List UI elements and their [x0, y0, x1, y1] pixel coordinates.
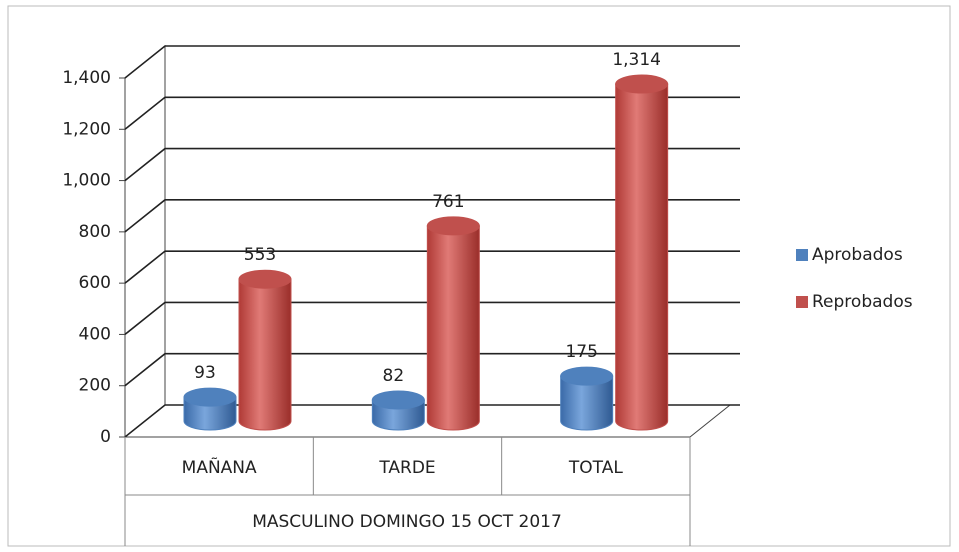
y-tick-label: 1,000 [62, 171, 111, 191]
y-tick-label: 800 [79, 222, 111, 242]
cylinder-top [615, 74, 669, 94]
grid-line [124, 147, 740, 182]
cylinder-top [183, 387, 237, 407]
cylinder [183, 387, 237, 431]
y-tick-label: 200 [79, 376, 111, 396]
grid-line [124, 45, 740, 79]
grid-line [124, 404, 740, 438]
legend-swatch [796, 296, 808, 308]
cylinder [238, 269, 292, 431]
data-label: 1,314 [612, 50, 661, 70]
cylinder-top [560, 366, 614, 386]
cylinder-top [238, 269, 292, 289]
bar [615, 83, 669, 431]
cylinder [371, 390, 425, 431]
data-label: 553 [244, 245, 276, 265]
data-label: 93 [194, 363, 216, 383]
y-tick-label: 1,400 [62, 68, 111, 88]
y-tick-label: 0 [100, 427, 111, 447]
data-label: 761 [432, 192, 464, 212]
legend-label: Reprobados [812, 292, 913, 312]
legend-swatch [796, 249, 808, 261]
x-tick-label: TOTAL [568, 458, 623, 478]
grid-line [124, 301, 740, 336]
legend-label: Aprobados [812, 245, 903, 265]
grid-line [124, 199, 740, 233]
y-tick-label: 400 [79, 324, 111, 344]
y-tick-label: 1,200 [62, 119, 111, 139]
bar [426, 225, 480, 431]
grid-line [124, 250, 740, 284]
cylinder-top [371, 390, 425, 410]
bar [238, 278, 292, 431]
x-axis-title: MASCULINO DOMINGO 15 OCT 2017 [252, 512, 562, 532]
data-label: 175 [565, 342, 597, 362]
grid-line [124, 352, 740, 387]
cylinder-top [426, 216, 480, 236]
bar [560, 375, 614, 431]
grid-line [124, 96, 740, 130]
data-label: 82 [383, 366, 405, 386]
x-tick-label: TARDE [378, 458, 435, 478]
cylinder [560, 366, 614, 431]
cylinder [426, 216, 480, 431]
x-tick-label: MAÑANA [182, 456, 257, 478]
cylinder [615, 74, 669, 431]
y-tick-label: 600 [79, 273, 111, 293]
